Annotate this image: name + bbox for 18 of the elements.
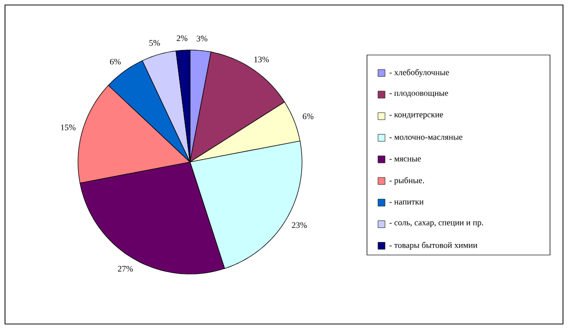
legend-label: - хлебобулочные	[390, 69, 449, 77]
legend-label: - молочно-масляные	[390, 136, 462, 140]
legend-label: - напитки	[390, 200, 424, 205]
data-label: 27%	[118, 266, 133, 272]
data-label: 6%	[302, 113, 314, 120]
data-label: 3%	[196, 36, 208, 42]
data-label: 6%	[110, 58, 121, 65]
legend-label: - соль, сахар, специи и пр.	[390, 221, 484, 228]
data-label: 23%	[292, 222, 307, 228]
data-label: 13%	[254, 56, 269, 62]
data-label: 15%	[61, 124, 76, 130]
legend-label: - рыбные.	[390, 177, 424, 185]
legend-label: - товары бытовой химии	[390, 242, 478, 250]
data-label: 2%	[176, 35, 188, 42]
legend-label: - плодоовощные	[390, 92, 448, 98]
legend-label: - кондитерские	[390, 113, 444, 120]
data-label: 5%	[149, 40, 160, 46]
legend-label: - мясные	[390, 157, 421, 162]
